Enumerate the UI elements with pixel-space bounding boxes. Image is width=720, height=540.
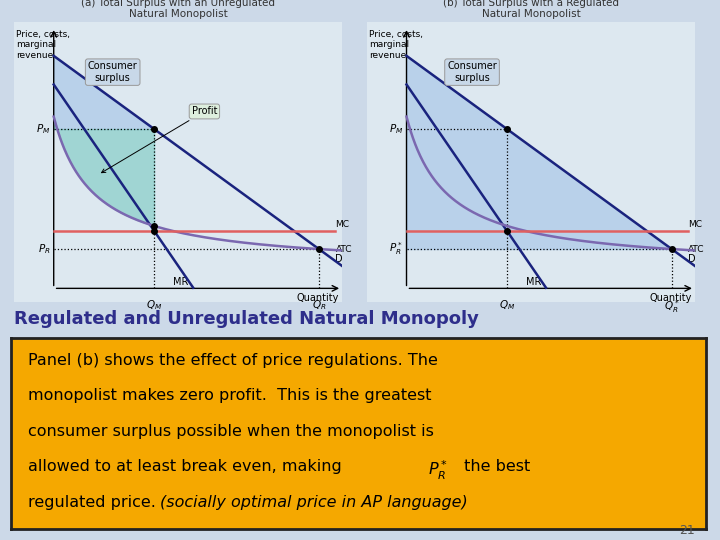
Text: allowed to at least break even, making: allowed to at least break even, making xyxy=(28,459,347,474)
Text: Panel (b) shows the effect of price regulations. The: Panel (b) shows the effect of price regu… xyxy=(28,353,438,368)
Text: $P_R^*$: $P_R^*$ xyxy=(390,241,403,258)
Text: Consumer
surplus: Consumer surplus xyxy=(447,62,497,83)
Text: 21: 21 xyxy=(679,524,695,537)
Title: (a) Total Surplus with an Unregulated
Natural Monopolist: (a) Total Surplus with an Unregulated Na… xyxy=(81,0,275,19)
Text: D: D xyxy=(688,254,696,264)
Text: MC: MC xyxy=(688,220,702,230)
Text: $P_R^*$: $P_R^*$ xyxy=(428,459,448,482)
Text: monopolist makes zero profit.  This is the greatest: monopolist makes zero profit. This is th… xyxy=(28,388,432,403)
Text: $Q_M$: $Q_M$ xyxy=(499,298,515,312)
Text: MR: MR xyxy=(173,277,188,287)
Text: ATC: ATC xyxy=(688,245,705,254)
Text: $P_R$: $P_R$ xyxy=(38,242,50,256)
Text: D: D xyxy=(336,254,343,264)
Text: Price, costs,
marginal
revenue: Price, costs, marginal revenue xyxy=(369,30,423,60)
Text: regulated price.: regulated price. xyxy=(28,495,166,510)
Text: $P_M$: $P_M$ xyxy=(389,122,403,136)
Text: Regulated and Unregulated Natural Monopoly: Regulated and Unregulated Natural Monopo… xyxy=(14,310,480,328)
Text: $P_M$: $P_M$ xyxy=(36,122,50,136)
Text: $Q_R$: $Q_R$ xyxy=(312,298,326,312)
Text: Consumer
surplus: Consumer surplus xyxy=(88,62,138,83)
Text: MR: MR xyxy=(526,277,541,287)
Text: ATC: ATC xyxy=(336,245,352,254)
Text: (socially optimal price in AP language): (socially optimal price in AP language) xyxy=(160,495,468,510)
Text: Profit: Profit xyxy=(102,106,217,173)
Title: (b) Total Surplus with a Regulated
Natural Monopolist: (b) Total Surplus with a Regulated Natur… xyxy=(443,0,619,19)
Text: consumer surplus possible when the monopolist is: consumer surplus possible when the monop… xyxy=(28,424,434,439)
Text: $Q_M$: $Q_M$ xyxy=(146,298,162,312)
Text: Price, costs,
marginal
revenue: Price, costs, marginal revenue xyxy=(16,30,70,60)
Text: Quantity: Quantity xyxy=(297,293,338,302)
Text: Quantity: Quantity xyxy=(649,293,691,302)
Text: the best: the best xyxy=(459,459,530,474)
Text: MC: MC xyxy=(336,220,349,230)
Text: $Q^*_R$: $Q^*_R$ xyxy=(664,298,680,315)
